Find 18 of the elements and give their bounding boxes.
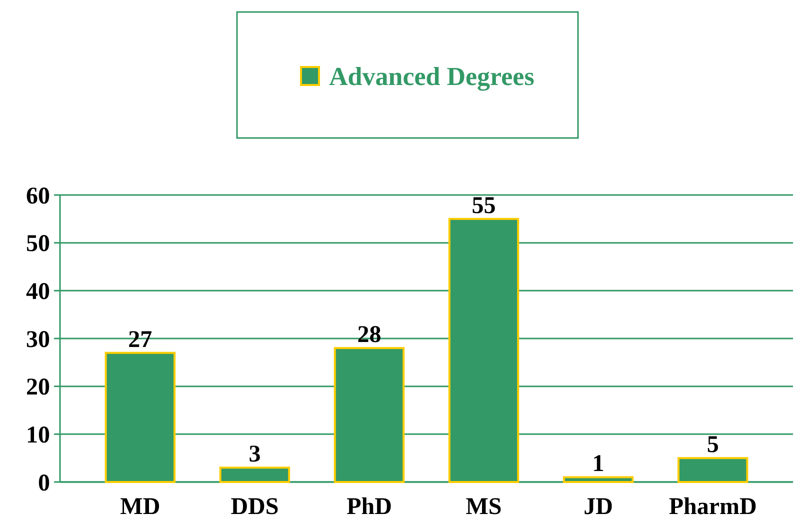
legend-label: Advanced Degrees bbox=[329, 62, 534, 92]
y-tick-label: 0 bbox=[38, 470, 50, 496]
data-label: 3 bbox=[248, 442, 261, 468]
y-tick-label: 30 bbox=[26, 326, 50, 353]
data-label: 1 bbox=[592, 451, 604, 478]
y-tick-label: 20 bbox=[26, 374, 50, 401]
x-tick-label: MS bbox=[466, 494, 502, 520]
y-tick-label: 40 bbox=[26, 279, 50, 306]
data-label: 5 bbox=[706, 432, 719, 458]
y-tick-label: 50 bbox=[26, 231, 50, 258]
x-tick-label: JD bbox=[584, 494, 613, 520]
x-tick-label: MD bbox=[120, 494, 160, 520]
y-tick-label: 10 bbox=[26, 422, 50, 449]
x-tick-label: DDS bbox=[230, 494, 279, 520]
y-tick-label: 60 bbox=[26, 183, 50, 210]
x-tick-label: PhD bbox=[346, 494, 392, 520]
x-tick-label: PharmD bbox=[668, 494, 757, 520]
data-label: 55 bbox=[472, 192, 496, 219]
